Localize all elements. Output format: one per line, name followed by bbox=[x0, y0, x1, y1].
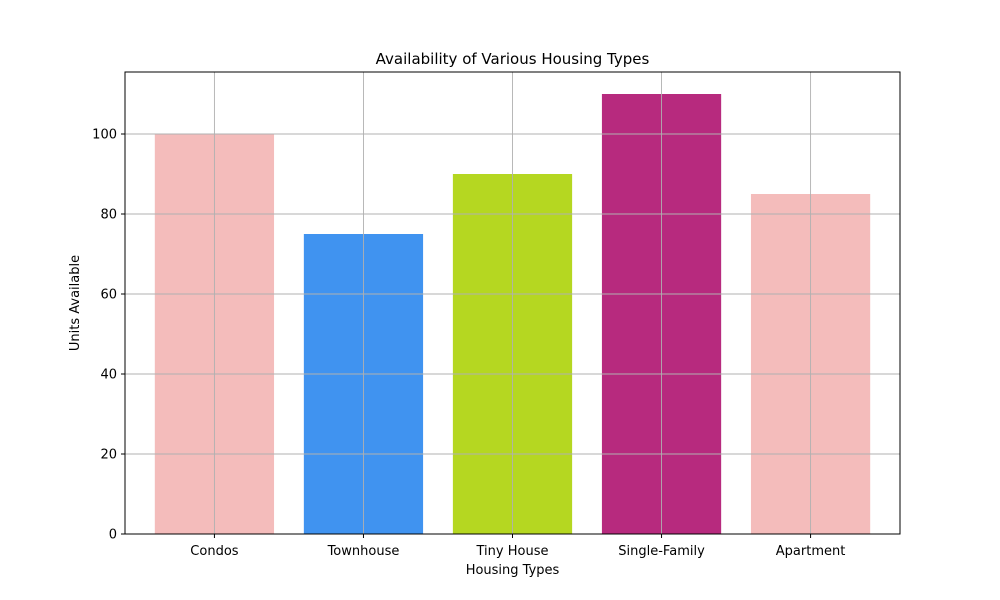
y-tick-label: 80 bbox=[100, 208, 117, 223]
y-tick-label: 0 bbox=[109, 528, 117, 543]
y-axis-ticks: 0 20 40 60 80 100 bbox=[92, 128, 125, 543]
x-tick-label: Apartment bbox=[776, 544, 846, 559]
y-tick-label: 60 bbox=[100, 288, 117, 303]
x-tick-label: Condos bbox=[190, 544, 238, 559]
x-tick-label: Single-Family bbox=[618, 544, 705, 559]
x-axis-label: Housing Types bbox=[466, 563, 560, 578]
x-axis-ticks: Condos Townhouse Tiny House Single-Family Ap… bbox=[190, 534, 845, 559]
y-tick-label: 100 bbox=[92, 128, 117, 143]
x-tick-label: Townhouse bbox=[327, 544, 400, 559]
y-tick-label: 20 bbox=[100, 448, 117, 463]
chart-title: Availability of Various Housing Types bbox=[376, 50, 650, 68]
x-tick-label: Tiny House bbox=[476, 544, 549, 559]
y-tick-label: 40 bbox=[100, 368, 117, 383]
y-axis-label: Units Available bbox=[68, 255, 83, 351]
